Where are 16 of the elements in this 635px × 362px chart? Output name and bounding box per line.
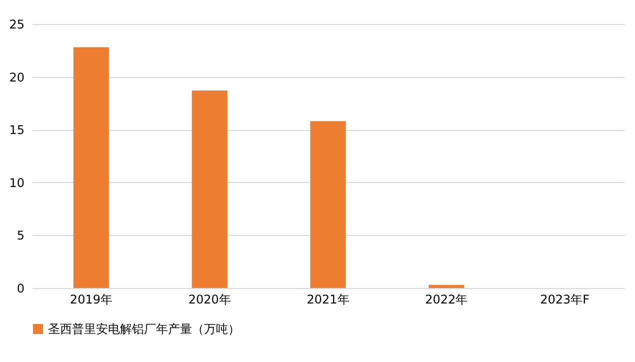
x-tick-label: 2019年 xyxy=(70,292,112,306)
x-tick-label: 2023年F xyxy=(540,292,590,306)
bar xyxy=(428,284,464,288)
y-tick-label: 10 xyxy=(9,176,24,190)
bar xyxy=(73,47,109,288)
y-tick-label: 25 xyxy=(9,18,24,32)
x-tick-label: 2020年 xyxy=(188,292,231,306)
y-tick-label: 0 xyxy=(16,282,24,296)
bar xyxy=(192,90,228,288)
y-tick-label: 15 xyxy=(9,123,24,138)
y-tick-label: 5 xyxy=(16,228,24,243)
y-tick-label: 20 xyxy=(9,70,24,84)
x-tick-label: 2021年 xyxy=(306,292,350,306)
x-tick-label: 2022年 xyxy=(425,292,468,306)
bar xyxy=(310,121,346,288)
legend-label: 圣西普里安电解铝厂年产量（万吨） xyxy=(48,322,240,336)
